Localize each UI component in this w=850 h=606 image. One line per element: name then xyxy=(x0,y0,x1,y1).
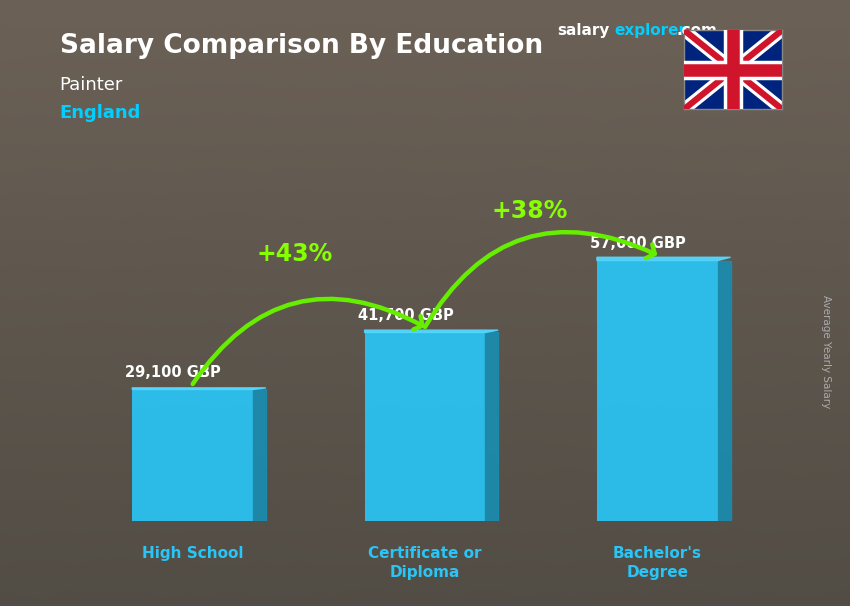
Text: Bachelor's
Degree: Bachelor's Degree xyxy=(613,546,702,580)
Text: Average Yearly Salary: Average Yearly Salary xyxy=(821,295,831,408)
Bar xyxy=(597,261,717,521)
Text: 29,100 GBP: 29,100 GBP xyxy=(125,365,221,379)
Polygon shape xyxy=(133,388,266,390)
Bar xyxy=(253,390,266,521)
Text: +38%: +38% xyxy=(491,199,568,223)
Bar xyxy=(133,390,253,521)
Text: England: England xyxy=(60,104,141,122)
Bar xyxy=(365,333,485,521)
Text: 57,600 GBP: 57,600 GBP xyxy=(590,236,686,250)
Polygon shape xyxy=(365,330,498,333)
Text: Salary Comparison By Education: Salary Comparison By Education xyxy=(60,33,542,59)
Text: salary: salary xyxy=(557,23,609,38)
Bar xyxy=(485,333,498,521)
Text: 41,700 GBP: 41,700 GBP xyxy=(358,307,453,322)
Text: High School: High School xyxy=(142,546,243,561)
Polygon shape xyxy=(597,258,730,261)
Text: Painter: Painter xyxy=(60,76,123,94)
Text: Certificate or
Diploma: Certificate or Diploma xyxy=(368,546,482,580)
Bar xyxy=(717,261,730,521)
Text: .com: .com xyxy=(677,23,717,38)
Text: explorer: explorer xyxy=(615,23,687,38)
Text: +43%: +43% xyxy=(257,242,333,266)
